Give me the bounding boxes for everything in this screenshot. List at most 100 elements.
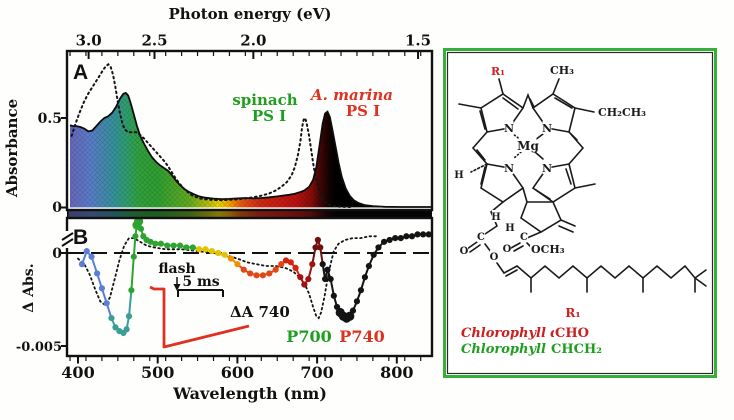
panel-a-ytick-0: 0 <box>52 200 62 216</box>
difference-data-point <box>287 259 294 266</box>
marina-label-line2: PS I <box>346 102 380 120</box>
difference-data-point <box>196 246 203 253</box>
difference-data-point <box>282 257 290 264</box>
r1-substituent-label-mask <box>490 64 506 77</box>
carbomethoxy-carbon-label: C <box>520 232 528 243</box>
panel-b-ytick-min: -0.005 <box>16 340 62 355</box>
spinach-difference-dotted <box>77 235 378 320</box>
time-scale-bar <box>177 289 224 297</box>
r1-substituent-label: R₁ <box>491 65 505 78</box>
difference-data-point <box>240 266 247 273</box>
ethyl-label-mask <box>597 105 640 118</box>
methoxy-label-mask <box>530 242 560 255</box>
legend-r1-header-mask <box>564 305 582 319</box>
keto-oxygen-label-mask <box>459 244 469 256</box>
difference-data-point <box>183 244 190 251</box>
difference-data-point <box>305 275 312 283</box>
hydrogen-label: H <box>454 170 463 181</box>
inner-border <box>446 51 714 375</box>
spinach-label-line1: spinach <box>232 91 297 109</box>
difference-data-point <box>312 244 319 251</box>
difference-data-point <box>357 287 365 294</box>
nitrogen-label-mask <box>504 121 514 134</box>
nitrogen-label: N <box>542 162 552 175</box>
difference-data-point <box>108 315 115 322</box>
difference-segment <box>132 236 137 257</box>
difference-data-point <box>202 246 209 253</box>
difference-data-point <box>137 225 145 232</box>
difference-data-point <box>128 287 135 294</box>
difference-data-point <box>324 266 331 273</box>
panel-b-ytick-0: 0 <box>52 246 62 262</box>
difference-data-point <box>309 261 316 268</box>
hydrogen-label-mask <box>505 221 515 233</box>
legend-chlorophyll-d-name: Chlorophyll d <box>461 326 560 341</box>
difference-data-point <box>176 242 184 249</box>
methyl-top-label: CH₃ <box>550 64 574 77</box>
chlorophyll-structure-bonds <box>458 78 707 293</box>
bottom-axis-tick-label: 400 <box>61 363 94 382</box>
legend-chlorophyll-a-name-mask <box>460 340 567 355</box>
magnesium-label-mask <box>519 138 537 152</box>
trace-label: ΔA 740 <box>230 303 290 321</box>
top-axis-tick-label: 3.0 <box>76 32 102 50</box>
difference-data-point <box>123 326 130 333</box>
difference-data-point <box>259 272 267 279</box>
difference-data-point <box>234 261 241 268</box>
panel-a-tag: A <box>73 61 88 84</box>
difference-data-point <box>345 311 355 321</box>
kinetics-trace <box>149 285 250 349</box>
panel-a-ylabel: Absorbance <box>3 99 21 198</box>
top-axis-tick-label: 1.5 <box>405 32 431 50</box>
difference-data-point <box>330 292 337 299</box>
chlorophyll-structure-panel: R₁ CH₃ CH₂CH₃ Mg N N N N H H H C O O C O OCH₃ R₁ Chlorophy… <box>443 48 717 378</box>
nitrogen-label: N <box>504 122 514 135</box>
difference-data-point <box>112 324 119 331</box>
difference-data-point <box>147 238 154 245</box>
difference-data-point <box>208 248 215 255</box>
difference-data-point <box>403 233 410 240</box>
difference-data-point <box>152 240 159 247</box>
difference-data-point <box>98 285 106 292</box>
difference-data-point <box>221 251 228 258</box>
difference-data-point <box>317 244 324 251</box>
scale-bar-label: 5 ms <box>182 274 219 290</box>
difference-data-point <box>420 231 427 238</box>
difference-data-point <box>247 270 254 277</box>
difference-data-point <box>327 275 334 283</box>
difference-data-point <box>321 275 329 283</box>
bottom-axis-tick-label: 800 <box>380 363 413 382</box>
legend-chlorophyll-a-r: CHCH₂ <box>551 342 602 357</box>
difference-data-point <box>130 253 137 260</box>
hydrogen-label: H <box>491 212 500 223</box>
carbomethoxy-oxygen-label-mask <box>502 242 512 254</box>
top-axis-tick-label: 2.0 <box>240 32 266 50</box>
marina-spectrum-hatch-texture <box>70 92 431 208</box>
bottom-axis-title: Wavelength (nm) <box>172 384 327 403</box>
difference-data-point <box>278 261 285 268</box>
top-axis-title: Photon energy (eV) <box>169 5 332 23</box>
difference-segment <box>128 290 133 317</box>
difference-data-point <box>88 253 95 260</box>
legend-chlorophyll-d-name-mask <box>460 324 567 339</box>
panel-b-frame <box>65 216 434 358</box>
difference-data-point <box>297 274 304 281</box>
nitrogen-label-mask <box>542 161 552 174</box>
panel-a-curves <box>69 62 431 208</box>
spinach-ps1-spectrum-dotted <box>70 62 352 208</box>
panel-b-curves <box>68 219 431 337</box>
hydrogen-label: H <box>505 223 514 234</box>
p700-label: P700 <box>286 327 331 346</box>
difference-data-point <box>125 313 133 320</box>
p740-label: P740 <box>339 327 384 346</box>
magnesium-label: Mg <box>517 139 539 153</box>
carbomethoxy-oxygen-label: O <box>503 244 512 255</box>
difference-data-point <box>361 274 369 281</box>
flash-arrowhead-icon <box>173 284 181 291</box>
bottom-axis-tick-label: 600 <box>221 363 254 382</box>
difference-data-point <box>392 235 399 242</box>
difference-data-point <box>103 300 110 307</box>
legend-chlorophyll-a-name: Chlorophyll a <box>461 342 559 357</box>
